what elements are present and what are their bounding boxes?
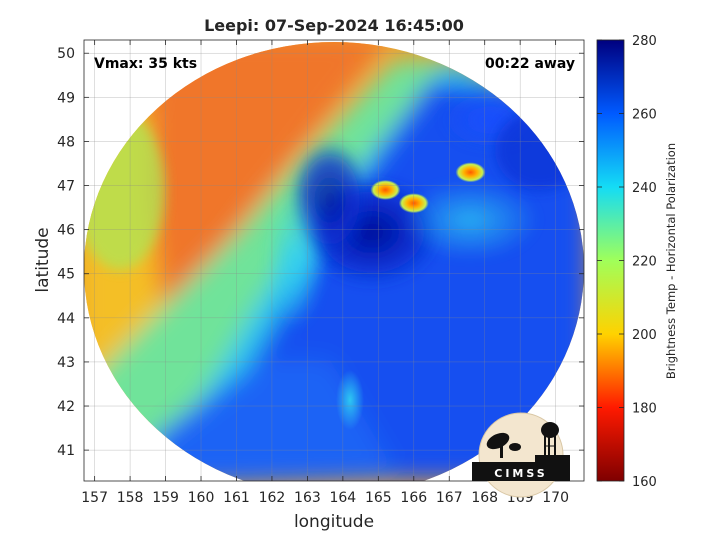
- x-tick-label: 166: [400, 490, 427, 506]
- x-tick-label: 165: [365, 490, 392, 506]
- x-tick-label: 170: [542, 490, 569, 506]
- vmax-annotation: Vmax: 35 kts: [94, 56, 197, 72]
- colorbar-tick-label: 260: [632, 108, 657, 123]
- grid-lines: [84, 40, 584, 481]
- colorbar-tick-label: 220: [632, 255, 657, 270]
- brightness-temperature-image: [84, 42, 584, 481]
- y-tick-label: 46: [57, 223, 75, 239]
- x-tick-label: 164: [329, 490, 356, 506]
- x-axis-label: longitude: [294, 512, 374, 532]
- y-tick-label: 50: [57, 46, 75, 62]
- y-tick-label: 44: [57, 311, 75, 327]
- x-tick-label: 160: [188, 490, 215, 506]
- x-tick-label: 157: [81, 490, 108, 506]
- y-tick-label: 42: [57, 399, 75, 415]
- colorbar-tick-label: 160: [632, 475, 657, 490]
- y-tick-label: 47: [57, 179, 75, 195]
- cimss-logo: CIMSS: [472, 412, 570, 498]
- colorbar-tick-label: 200: [632, 328, 657, 343]
- x-tick-label: 168: [471, 490, 498, 506]
- colorbar-label: Brightness Temp - Horizontal Polarizatio…: [664, 143, 678, 379]
- y-axis-label: latitude: [33, 227, 53, 292]
- cold-cloud-top: [370, 179, 401, 200]
- colorbar-tick-label: 240: [632, 181, 657, 196]
- x-tick-label: 159: [152, 490, 179, 506]
- time-away-annotation: 00:22 away: [485, 56, 575, 72]
- colorbar-tick-label: 180: [632, 402, 657, 417]
- y-axis-ticks: 41 42 43 44 45 46 47 48 49 50: [57, 46, 584, 459]
- logo-text: CIMSS: [494, 467, 547, 480]
- colorbar-tick-label: 280: [632, 34, 657, 49]
- x-tick-label: 163: [294, 490, 321, 506]
- x-tick-label: 167: [436, 490, 463, 506]
- axes-frame: [83, 39, 585, 482]
- y-tick-label: 43: [57, 355, 75, 371]
- cold-cloud-top: [455, 162, 486, 183]
- x-tick-label: 158: [117, 490, 144, 506]
- x-tick-label: 161: [223, 490, 250, 506]
- colorbar-ticks: 160 180 200 220 240 260 280: [597, 34, 657, 490]
- x-tick-label: 162: [259, 490, 286, 506]
- chart-title: Leepi: 07-Sep-2024 16:45:00: [204, 16, 464, 35]
- y-tick-label: 49: [57, 90, 75, 106]
- y-tick-label: 48: [57, 134, 75, 150]
- y-tick-label: 41: [57, 443, 75, 459]
- y-tick-label: 45: [57, 267, 75, 283]
